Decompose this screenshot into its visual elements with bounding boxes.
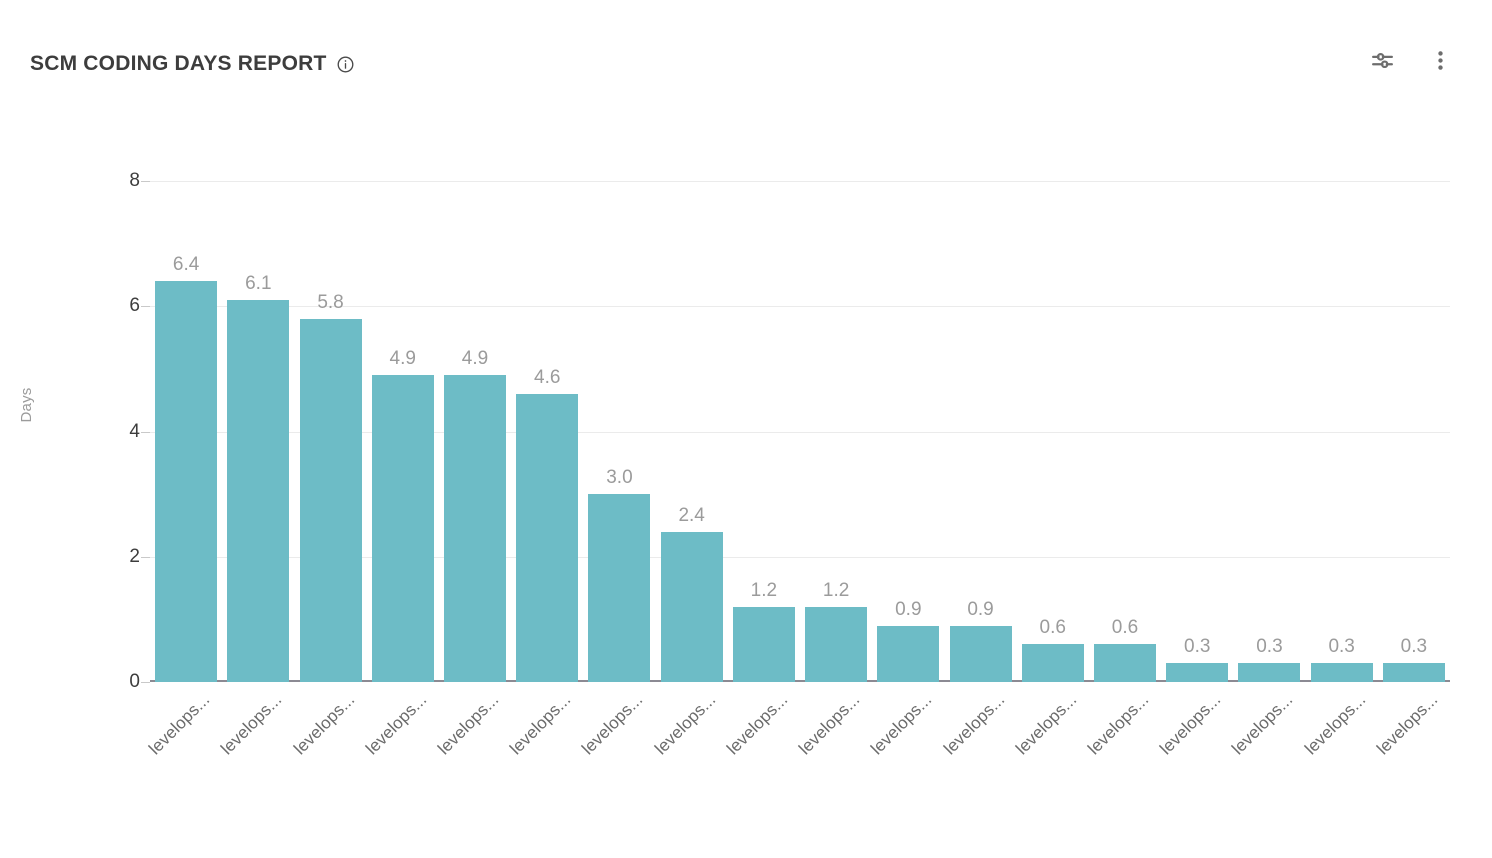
bar-value-label: 3.0 [606, 467, 633, 489]
bar-value-label: 0.3 [1400, 636, 1428, 658]
bar[interactable] [949, 625, 1012, 682]
y-axis-tick-label: 2 [129, 545, 140, 567]
bar-slot: 2.4 [656, 181, 728, 682]
bar-value-label: 0.3 [1256, 636, 1283, 658]
y-axis-tick-mark [141, 431, 150, 433]
bar-value-label: 1.2 [822, 579, 850, 601]
bar[interactable] [1238, 663, 1301, 682]
bar-slot: 0.6 [1089, 181, 1161, 682]
bar-slot: 1.2 [728, 181, 800, 682]
bar-slot: 0.3 [1378, 181, 1450, 682]
bar[interactable] [805, 606, 868, 682]
gridline [150, 181, 1450, 182]
bar-value-label: 0.3 [1328, 636, 1355, 658]
gridline [150, 556, 1450, 558]
y-axis-tick-label: 6 [129, 295, 140, 317]
x-axis-labels: levelops... levelops... levelops... levelop… [145, 690, 1450, 820]
page-title: SCM CODING DAYS REPORT [30, 52, 327, 75]
bar-value-label: 4.9 [389, 348, 416, 370]
bar[interactable] [660, 531, 723, 682]
bar[interactable] [1166, 663, 1229, 682]
bar[interactable] [732, 606, 795, 682]
bar[interactable] [1382, 663, 1445, 682]
bar-slot: 1.2 [800, 181, 872, 682]
bar-slot: 0.3 [1161, 181, 1233, 682]
y-axis-tick-label: 4 [129, 420, 140, 442]
bar-slot: 5.8 [294, 181, 366, 682]
x-axis-line [150, 680, 1450, 682]
bar[interactable] [588, 494, 651, 682]
info-circle-icon[interactable] [336, 54, 356, 74]
bar-value-label: 5.8 [317, 291, 344, 313]
bar-value-label: 6.4 [172, 254, 200, 276]
bar-series: 6.4 6.1 5.8 4.9 4.9 4.6 3.0 2.4 1.2 1.2 0.9 0.9 0.6 0… [150, 181, 1450, 682]
bar-value-label: 6.1 [245, 273, 272, 294]
bar-slot: 0.9 [944, 181, 1016, 682]
bar-value-label: 0.6 [1039, 617, 1066, 639]
bar-slot: 4.9 [439, 181, 511, 682]
bar-value-label: 0.3 [1184, 636, 1211, 658]
gridline [150, 431, 1450, 433]
bar-value-label: 0.6 [1111, 617, 1139, 639]
bar[interactable] [1310, 663, 1373, 682]
y-axis-title: Days [18, 387, 35, 423]
bar-value-label: 0.9 [967, 598, 994, 620]
bar-slot: 6.4 [150, 181, 222, 682]
bar-slot: 4.6 [511, 181, 583, 682]
bar[interactable] [371, 375, 434, 682]
bar-slot: 6.1 [222, 181, 294, 682]
bar-value-label: 4.6 [534, 366, 561, 388]
plot-area: 0 2 4 6 8 6.4 6.1 5.8 4.9 4.9 4.6 3.0 2.4 1.2 1.2 0.9 0.… [129, 170, 1450, 692]
bar[interactable] [1021, 644, 1084, 682]
bar-value-label: 2.4 [678, 504, 705, 526]
y-axis-tick-label: 8 [129, 170, 140, 191]
y-axis-tick-label: 0 [129, 671, 140, 692]
bar-value-label: 1.2 [750, 579, 778, 601]
more-vertical-icon[interactable] [1426, 46, 1454, 74]
bar[interactable] [877, 625, 940, 682]
bar[interactable] [1093, 644, 1156, 682]
gridline [150, 306, 1450, 308]
y-axis-tick-mark [141, 306, 150, 308]
y-axis-tick-mark [141, 181, 150, 182]
bar-value-label: 0.9 [895, 598, 922, 620]
bar[interactable] [155, 281, 218, 682]
bar[interactable] [299, 318, 362, 682]
bar-slot: 4.9 [367, 181, 439, 682]
widget-title-group: SCM CODING DAYS REPORT [30, 52, 356, 76]
bar-slot: 0.3 [1233, 181, 1305, 682]
bar[interactable] [227, 300, 290, 682]
y-axis-tick-mark [141, 682, 150, 683]
bar[interactable] [443, 375, 506, 682]
bar-slot: 3.0 [583, 181, 655, 682]
bar-slot: 0.6 [1017, 181, 1089, 682]
bar-value-label: 4.9 [461, 348, 489, 370]
widget-header: SCM CODING DAYS REPORT [0, 0, 1492, 110]
settings-sliders-icon[interactable] [1368, 46, 1396, 74]
bar[interactable] [516, 393, 579, 682]
header-actions [1368, 46, 1464, 74]
bar-slot: 0.3 [1306, 181, 1378, 682]
y-axis-tick-mark [141, 556, 150, 558]
bar-slot: 0.9 [872, 181, 944, 682]
